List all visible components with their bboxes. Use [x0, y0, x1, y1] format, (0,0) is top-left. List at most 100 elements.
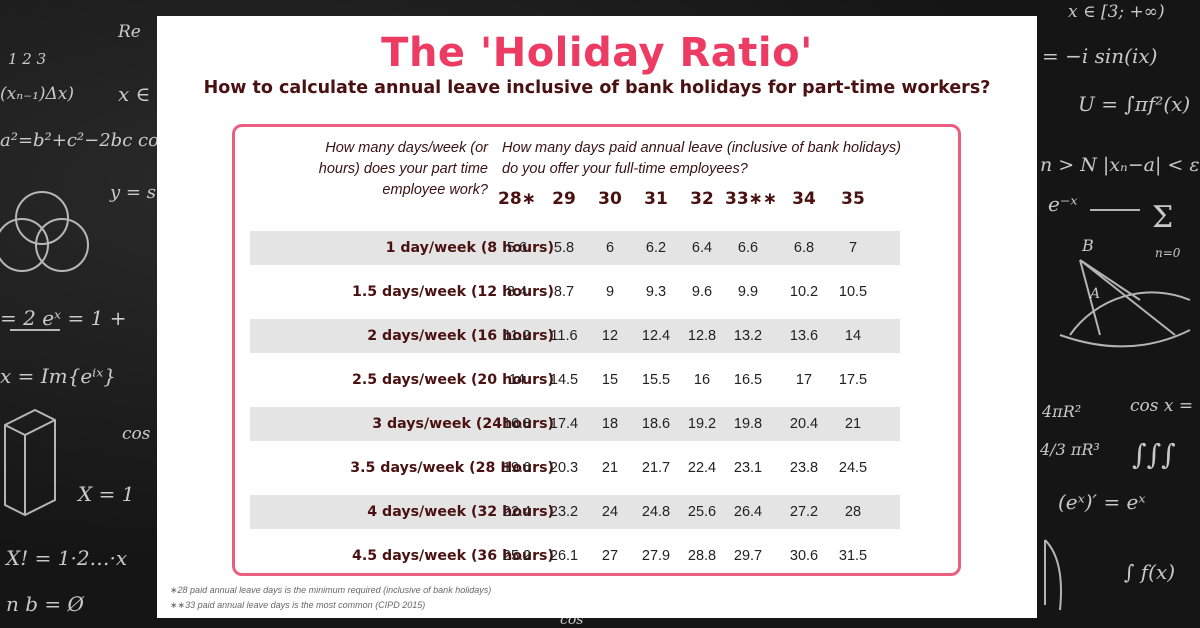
chalk-formula: Σ — [1152, 200, 1174, 235]
table-cell: 11.6 — [550, 328, 578, 344]
table-cell: 6.6 — [737, 240, 759, 256]
table-cell: 6.2 — [645, 240, 667, 256]
table-cell: 17.5 — [838, 372, 868, 388]
table-cell: 8.7 — [553, 284, 575, 300]
table-row: 3 days/week (24hours) 16.8 17.4 18 18.6 19.2 1… — [250, 407, 900, 441]
chalk-formula: 4/3 πR³ — [1040, 440, 1100, 459]
chalk-formula: = −i sin(ix) — [1042, 44, 1158, 68]
table-cell: 26.1 — [549, 548, 579, 564]
table-cell: 12.4 — [641, 328, 671, 344]
table-cell: 25.2 — [502, 548, 532, 564]
table-cell: 10.2 — [789, 284, 819, 300]
chalk-formula: cos — [122, 424, 151, 444]
row-label: 2 days/week (16 hours) — [367, 328, 554, 344]
chalk-formula: 4πR² — [1042, 402, 1082, 421]
table-cell: 6.4 — [691, 240, 713, 256]
chalk-formula: U = ∫πf²(x) — [1078, 92, 1191, 116]
column-header: 34 — [792, 189, 816, 209]
table-cell: 14 — [508, 372, 526, 388]
table-row: 1.5 days/week (12 hours) 8.4 8.7 9 9.3 9.6 9.9… — [250, 275, 900, 309]
table-row: 2.5 days/week (20 hours) 14 14.5 15 15.5 16 16… — [250, 363, 900, 397]
table-cell: 5.8 — [553, 240, 575, 256]
table-cell: 9.9 — [737, 284, 759, 300]
chalk-formula: 1 2 3 — [8, 50, 47, 68]
table-cell: 5.6 — [506, 240, 528, 256]
table-cell: 9.6 — [691, 284, 713, 300]
table-row: 4.5 days/week (36 hours) 25.2 26.1 27 27.9 28… — [250, 539, 900, 573]
table-cell: 30.6 — [789, 548, 819, 564]
row-label: 3 days/week (24hours) — [372, 416, 554, 432]
table-cell: 23.1 — [733, 460, 763, 476]
table-cell: 13.2 — [733, 328, 763, 344]
table-cell: 14.5 — [549, 372, 579, 388]
chalk-formula: (xₙ₋₁)Δx) — [0, 84, 75, 104]
table-cell: 25.6 — [687, 504, 717, 520]
column-header: 31 — [644, 189, 668, 209]
table-cell: 21.7 — [641, 460, 671, 476]
row-label: 1.5 days/week (12 hours) — [351, 284, 554, 300]
table-cell: 26.4 — [733, 504, 763, 520]
table-cell: 24.8 — [641, 504, 671, 520]
table-cell: 24.5 — [838, 460, 868, 476]
table-cell: 16.5 — [733, 372, 763, 388]
table-cell: 31.5 — [838, 548, 868, 564]
footnote-minimum: ∗28 paid annual leave days is the minimu… — [170, 585, 492, 595]
chalk-formula: y = s — [110, 182, 156, 203]
chalk-formula: X! = 1·2…·x — [6, 546, 128, 570]
column-header-question: How many days paid annual leave (inclusi… — [502, 140, 901, 177]
table-cell: 9 — [605, 284, 615, 300]
table-cell: 19.6 — [502, 460, 532, 476]
row-label: 1 day/week (8 hours) — [385, 240, 554, 256]
chalk-formula: = 2 eˣ = 1 + — [0, 306, 127, 330]
table-cell: 27.9 — [641, 548, 671, 564]
table-cell: 8.4 — [506, 284, 528, 300]
table-cell: 20.4 — [789, 416, 819, 432]
infographic-card: The 'Holiday Ratio' How to calculate ann… — [157, 16, 1037, 618]
table-cell: 28 — [844, 504, 862, 520]
table-cell: 22.4 — [502, 504, 532, 520]
chalk-formula: n > N |xₙ−a| < ε — [1040, 154, 1200, 176]
table-row: 3.5 days/week (28 Hours) 19.6 20.3 21 21.7 22… — [250, 451, 900, 485]
table-cell: 6.8 — [793, 240, 815, 256]
table-cell: 27.2 — [789, 504, 819, 520]
column-header: 33∗∗ — [725, 189, 778, 209]
chalk-formula: x ∈ — [118, 82, 151, 106]
table-cell: 18.6 — [641, 416, 671, 432]
table-cell: 19.2 — [687, 416, 717, 432]
table-cell: 18 — [601, 416, 619, 432]
chalk-formula: x ∈ [3; +∞) — [1068, 2, 1165, 22]
table-cell: 7 — [848, 240, 858, 256]
table-frame — [232, 124, 961, 576]
table-cell: 17 — [795, 372, 813, 388]
chalk-formula: B — [1082, 236, 1094, 255]
chalk-formula: a²=b²+c²−2bc co — [0, 130, 159, 151]
table-cell: 23.8 — [789, 460, 819, 476]
table-cell: 23.2 — [549, 504, 579, 520]
table-cell: 10.5 — [838, 284, 868, 300]
chalk-formula: n b = Ø — [6, 592, 84, 616]
table-row: 2 days/week (16 hours) 11.2 11.6 12 12.4 12.8… — [250, 319, 900, 353]
column-header: 28∗ — [498, 189, 536, 209]
row-header-question: How many days/week (or hours) does your … — [318, 140, 488, 198]
table-cell: 19.8 — [733, 416, 763, 432]
chalk-formula: x = Im{eⁱˣ} — [0, 364, 117, 388]
table-cell: 17.4 — [549, 416, 579, 432]
table-cell: 21 — [601, 460, 619, 476]
row-label: 4 days/week (32 hours) — [367, 504, 554, 520]
chalk-formula: (eˣ)′ = eˣ — [1058, 490, 1146, 514]
column-header: 32 — [690, 189, 714, 209]
table-cell: 14 — [844, 328, 862, 344]
table-cell: 11.2 — [503, 328, 531, 344]
row-label: 4.5 days/week (36 hours) — [351, 548, 554, 564]
table-cell: 6 — [605, 240, 615, 256]
table-cell: 15 — [601, 372, 619, 388]
table-row: 4 days/week (32 hours) 22.4 23.2 24 24.8 25.6… — [250, 495, 900, 529]
table-cell: 13.6 — [789, 328, 819, 344]
table-cell: 12 — [601, 328, 619, 344]
chalk-formula: Re — [118, 22, 141, 42]
table-cell: 15.5 — [641, 372, 671, 388]
chalk-formula: A — [1090, 286, 1101, 302]
table-cell: 16 — [693, 372, 711, 388]
chalk-formula: ∫∫∫ — [1132, 438, 1176, 471]
